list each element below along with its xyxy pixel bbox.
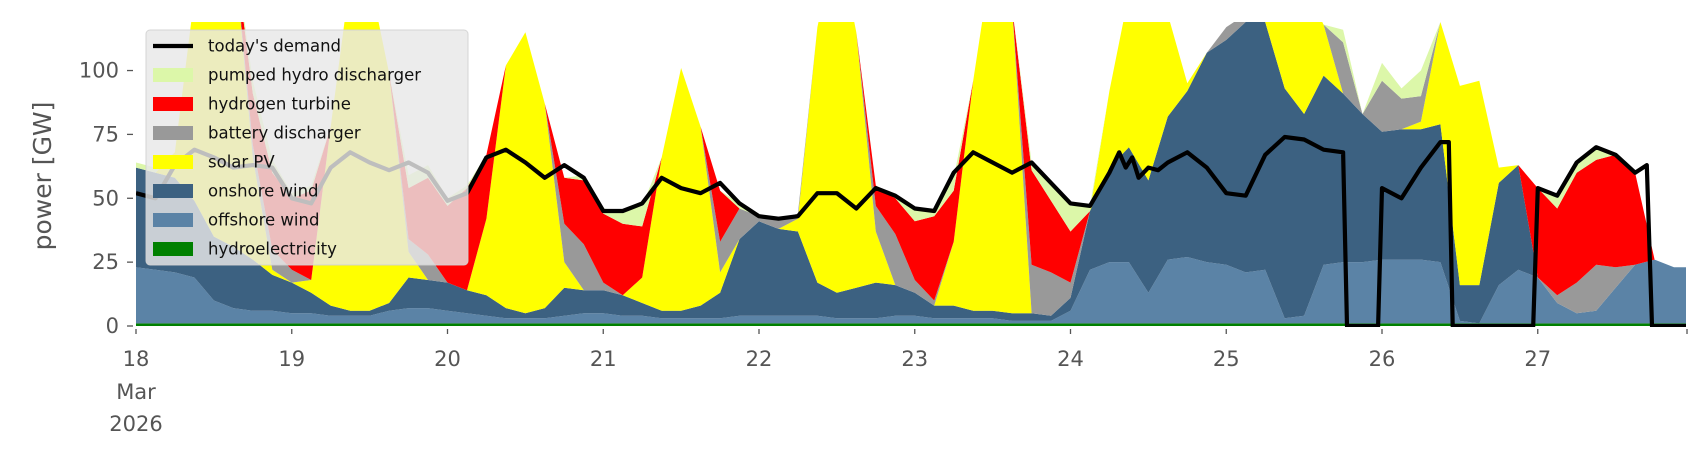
x-tick-label: 27	[1524, 347, 1551, 371]
y-tick-label: 100	[79, 59, 119, 83]
legend-swatch-battery-discharger	[153, 126, 193, 140]
legend-label-onshore-wind: onshore wind	[208, 182, 319, 201]
legend-swatch-hydroelectricity	[153, 242, 193, 256]
area-offshore-wind	[136, 257, 1686, 324]
x-tick-label: 26	[1369, 347, 1396, 371]
x-tick-label: 18	[123, 347, 150, 371]
x-tick-label: 23	[901, 347, 928, 371]
y-tick-label: 50	[92, 186, 119, 210]
legend-label-today-s-demand: today's demand	[208, 37, 341, 56]
x-tick-month: Mar	[116, 380, 156, 404]
stacked-areas	[136, 22, 1686, 326]
area-solar-pv	[136, 22, 1686, 316]
area-hydroelectricity	[136, 323, 1686, 326]
y-axis: 0 25 50 75 100	[79, 59, 133, 338]
y-tick-label: 0	[106, 314, 119, 338]
legend-box	[145, 29, 469, 266]
legend-swatch-solar-pv	[153, 155, 193, 169]
area-onshore-wind	[136, 22, 1686, 324]
x-tick-label: 25	[1213, 347, 1240, 371]
x-tick-label: 21	[590, 347, 617, 371]
legend-swatch-offshore-wind	[153, 213, 193, 227]
x-tick-year: 2026	[109, 412, 162, 436]
x-tick-label: 20	[434, 347, 461, 371]
legend-label-battery-discharger: battery discharger	[208, 124, 361, 143]
legend-swatch-onshore-wind	[153, 184, 193, 198]
legend-label-offshore-wind: offshore wind	[208, 211, 319, 230]
legend-swatch-hydrogen-turbine	[153, 97, 193, 111]
legend-label-hydroelectricity: hydroelectricity	[208, 240, 337, 259]
legend-label-pumped-hydro-discharger: pumped hydro discharger	[208, 66, 421, 85]
y-tick-label: 75	[92, 122, 119, 146]
x-tick-label: 22	[746, 347, 773, 371]
y-tick-label: 25	[92, 250, 119, 274]
area-hydrogen-turbine	[136, 22, 1686, 301]
x-axis: 18 Mar 2026 19 20 21 22 23 24 25 26 27	[109, 329, 1688, 436]
x-tick-label: 19	[278, 347, 305, 371]
legend-label-solar-pv: solar PV	[208, 153, 275, 172]
legend-label-hydrogen-turbine: hydrogen turbine	[208, 95, 351, 114]
y-axis-label: power [GW]	[28, 102, 57, 251]
legend: today's demand pumped hydro discharger hyd…	[145, 29, 469, 266]
x-tick-label: 24	[1057, 347, 1084, 371]
legend-swatch-pumped-hydro-discharger	[153, 68, 193, 82]
